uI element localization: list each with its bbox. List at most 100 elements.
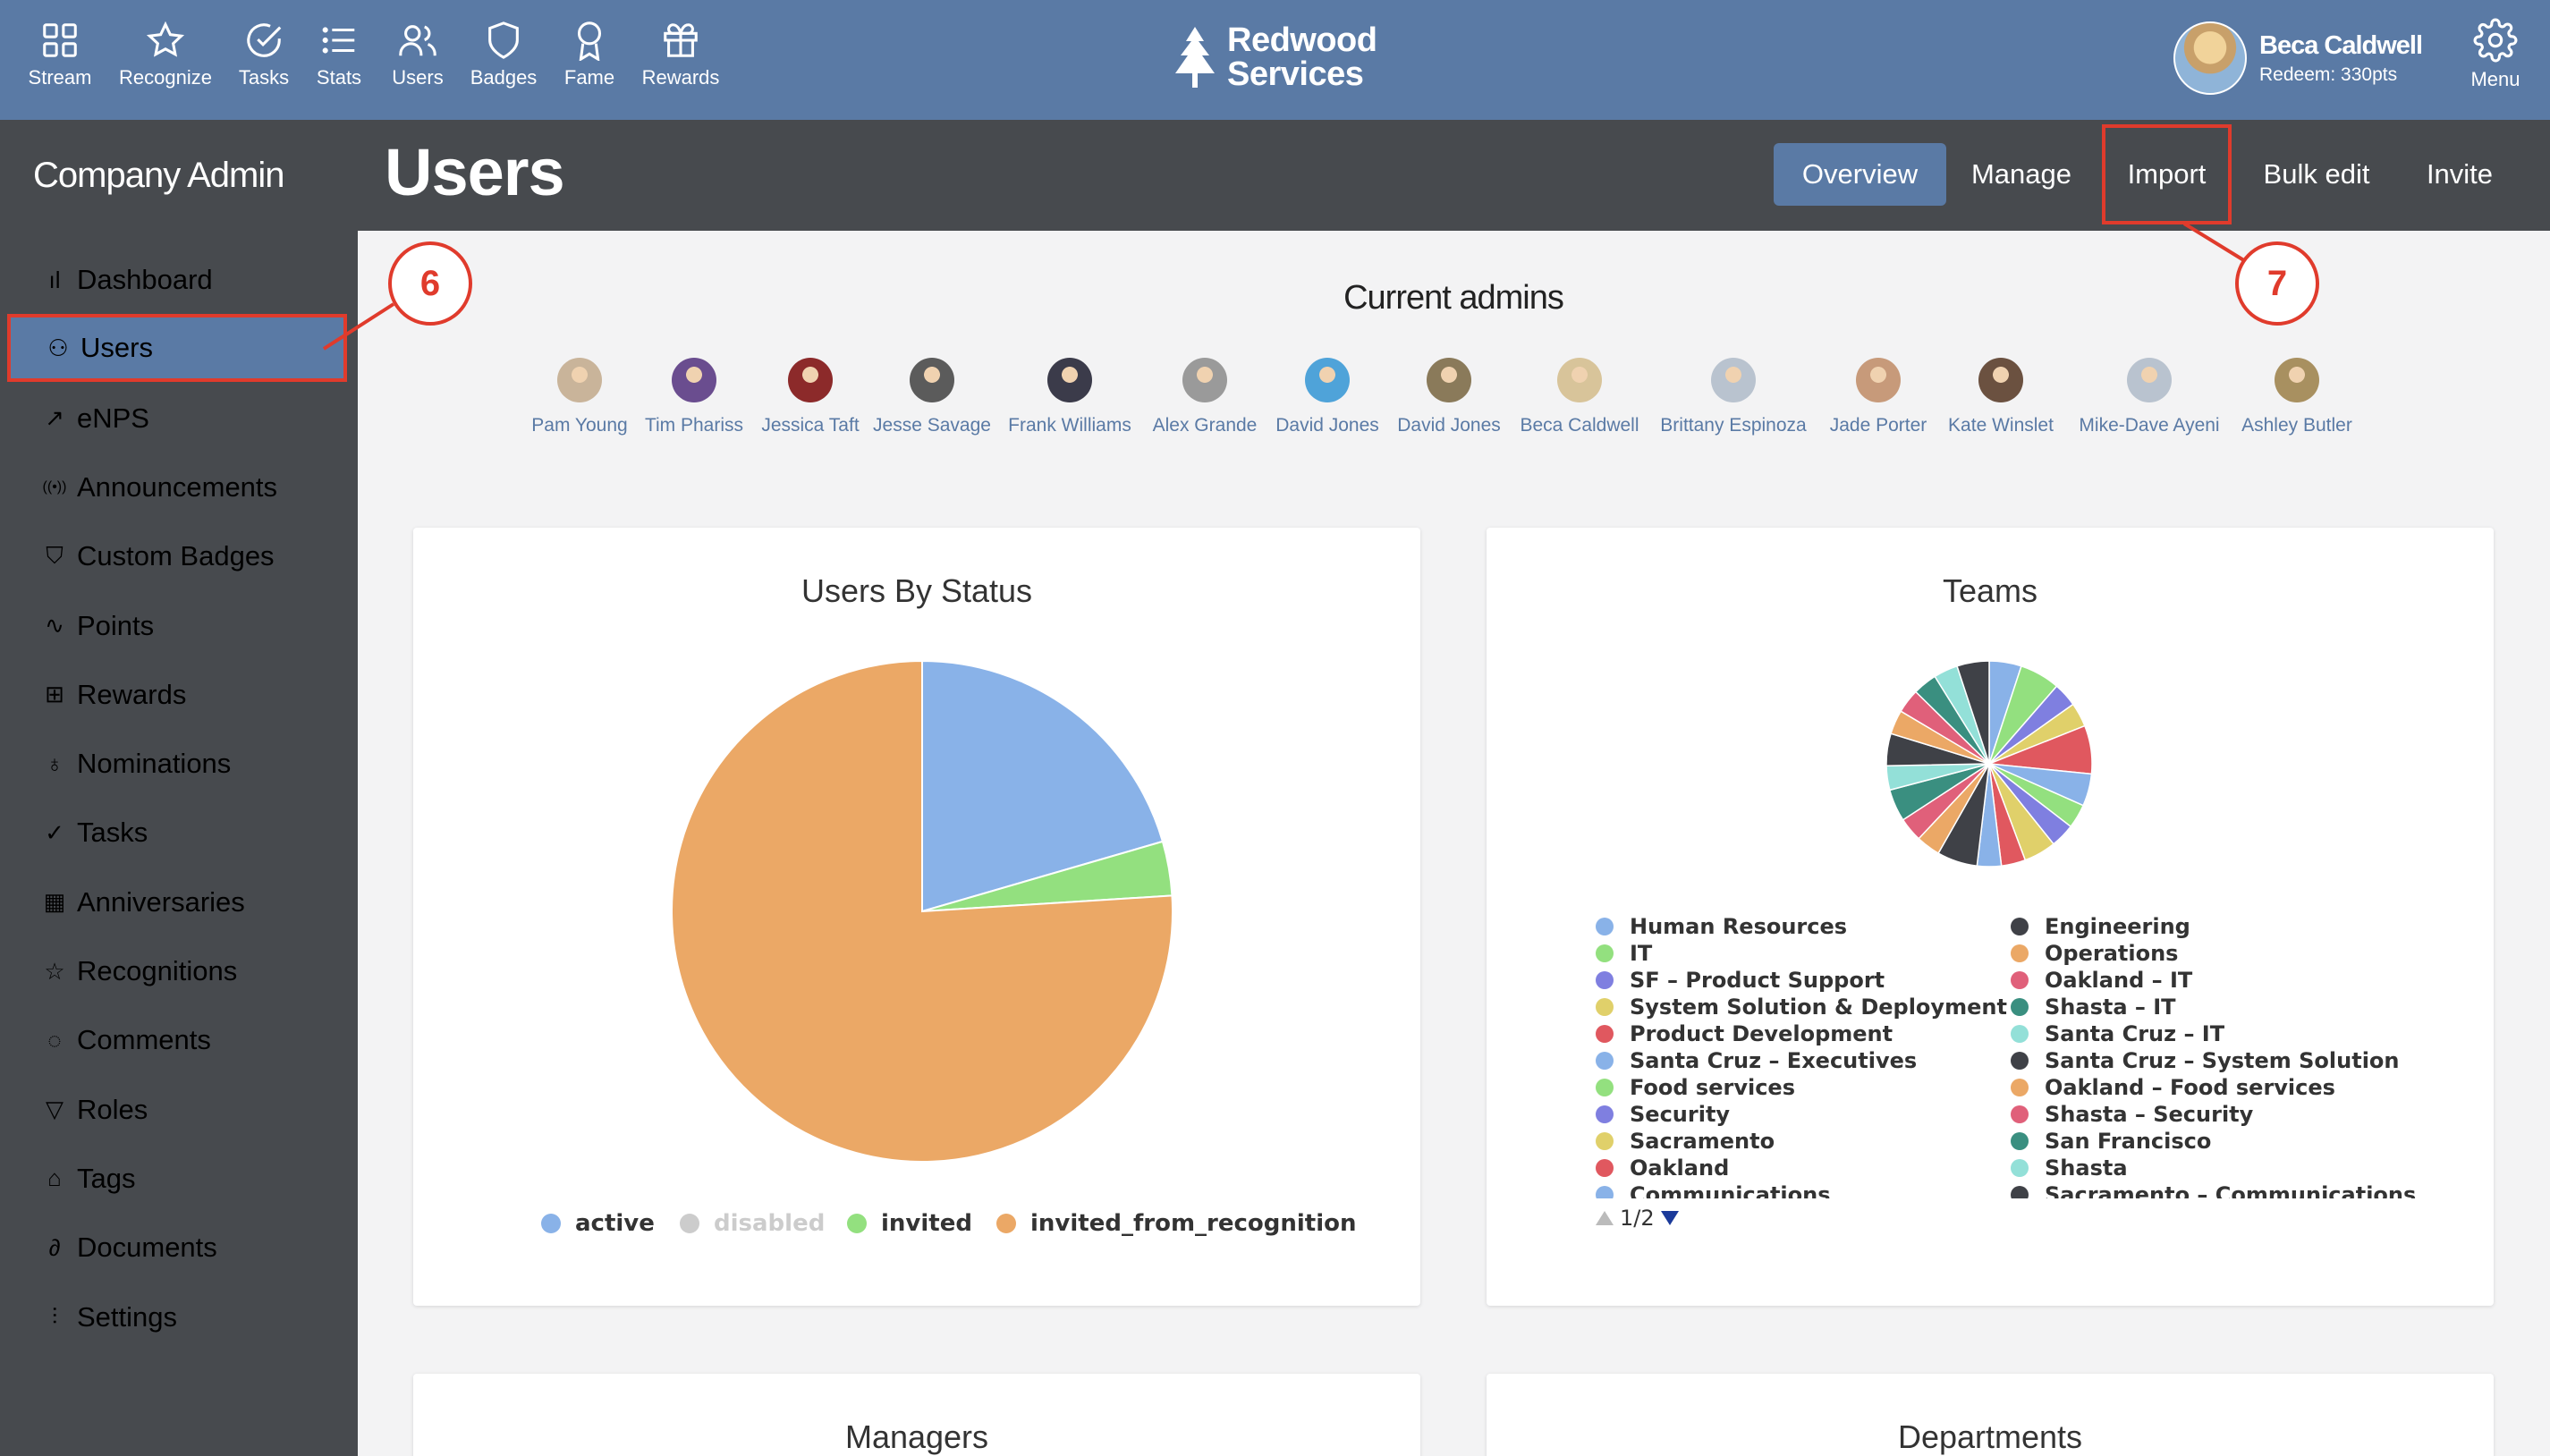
status-legend-disabled[interactable]: disabled [680,1210,825,1237]
menu-button[interactable]: Menu [2451,18,2540,91]
admin-alex-grande[interactable]: Alex Grande [1129,358,1281,436]
sidebar-item-enps[interactable]: ↗ eNPS [7,387,347,450]
admin-david-jones[interactable]: David Jones [1373,358,1525,436]
admin-name: David Jones [1275,415,1379,436]
status-legend-invited[interactable]: invited [847,1210,972,1237]
admin-jade-porter[interactable]: Jade Porter [1802,358,1954,436]
legend-dot [847,1214,867,1233]
teams-legend-product-development[interactable]: Product Development [1596,1021,1893,1046]
admin-brittany-espinoza[interactable]: Brittany Espinoza [1657,358,1809,436]
teams-legend-santa-cruz-system-solution[interactable]: Santa Cruz – System Solution [2011,1048,2400,1073]
nav-rewards[interactable]: Rewards [631,20,730,89]
teams-legend-sacramento-communications[interactable]: Sacramento – Communications [2011,1182,2416,1198]
nav-users[interactable]: Users [369,20,467,89]
bar-chart-icon: ıl [48,266,61,293]
teams-legend-sacramento[interactable]: Sacramento [1596,1129,1775,1154]
pager-up-icon[interactable] [1595,1209,1614,1227]
sidebar-item-settings[interactable]: ⫶ Settings [7,1286,347,1349]
teams-legend-shasta-it[interactable]: Shasta – IT [2011,995,2176,1020]
sidebar-item-dashboard[interactable]: ıl Dashboard [7,249,347,311]
callout-7: 7 [2235,241,2319,326]
sliders-icon: ⫶ [51,1302,58,1330]
paperclip-icon: ∂ [48,1233,61,1261]
teams-legend-santa-cruz-it[interactable]: Santa Cruz – IT [2011,1021,2224,1046]
sidebar-item-tags[interactable]: ⌂ Tags [7,1147,347,1210]
admin-tim-phariss[interactable]: Tim Phariss [618,358,770,436]
teams-legend-santa-cruz-executives[interactable]: Santa Cruz – Executives [1596,1048,1917,1073]
teams-legend-oakland-it[interactable]: Oakland – IT [2011,968,2192,993]
avatar [1856,358,1901,402]
brand-logo[interactable]: Redwood Services [1172,23,1377,91]
status-slice-invited-from-recognition[interactable] [671,659,1173,1163]
teams-legend-oakland-food-services[interactable]: Oakland – Food services [2011,1075,2335,1100]
admin-name: Brittany Espinoza [1660,415,1807,436]
user-profile[interactable]: Beca Caldwell Redeem: 330pts [2173,21,2423,95]
teams-legend-shasta-security[interactable]: Shasta – Security [2011,1102,2253,1127]
teams-legend-operations[interactable]: Operations [2011,941,2178,966]
teams-legend-system-solution-deployment[interactable]: System Solution & Deployment [1596,995,2007,1020]
teams-legend-security[interactable]: Security [1596,1102,1730,1127]
teams-legend-engineering[interactable]: Engineering [2011,914,2190,939]
nav-stream[interactable]: Stream [11,20,109,89]
admin-kate-winslet[interactable]: Kate Winslet [1925,358,2077,436]
teams-legend-human-resources[interactable]: Human Resources [1596,914,1847,939]
nav-tasks[interactable]: Tasks [215,20,313,89]
admin-david-jones[interactable]: David Jones [1251,358,1403,436]
admin-frank-williams[interactable]: Frank Williams [994,358,1146,436]
legend-label: Shasta [2045,1155,2128,1181]
profile-name: Beca Caldwell [2259,30,2423,60]
sidebar-item-points[interactable]: ∿ Points [7,595,347,657]
sidebar-item-roles[interactable]: ▽ Roles [7,1079,347,1141]
status-legend-invited-from-recognition[interactable]: invited_from_recognition [996,1210,1357,1237]
admin-pam-young[interactable]: Pam Young [504,358,656,436]
sidebar-item-announcements[interactable]: ((•)) Announcements [7,456,347,519]
sidebar-item-users[interactable]: ⚇ Users [7,314,347,383]
tab-import[interactable]: Import [2102,124,2232,224]
admin-jesse-savage[interactable]: Jesse Savage [856,358,1008,436]
legend-dot [2011,1105,2029,1123]
teams-legend-it[interactable]: IT [1596,941,1652,966]
admin-beca-caldwell[interactable]: Beca Caldwell [1504,358,1656,436]
nav-stats[interactable]: Stats [290,20,388,89]
teams-legend-communications[interactable]: Communications [1596,1182,1831,1198]
legend-label: IT [1630,941,1653,966]
legend-label: Santa Cruz – IT [2045,1021,2225,1046]
sidebar-item-anniversaries[interactable]: ▦ Anniversaries [7,871,347,934]
admin-ashley-butler[interactable]: Ashley Butler [2221,358,2373,436]
teams-card: Teams [1487,528,2494,1306]
nav-recognize[interactable]: Recognize [116,20,215,89]
sidebar-item-label: Settings [77,1300,178,1333]
admin-mike-dave-ayeni[interactable]: Mike-Dave Ayeni [2073,358,2225,436]
teams-legend-sf-product-support[interactable]: SF – Product Support [1596,968,1885,993]
admin-jessica-taft[interactable]: Jessica Taft [734,358,886,436]
sidebar-item-rewards[interactable]: ⊞ Rewards [7,664,347,726]
avatar [1182,358,1227,402]
teams-legend: Human Resources IT SF – Product Support Sys… [1592,914,2433,1198]
sidebar-item-nominations[interactable]: ♁ Nominations [7,732,347,795]
teams-legend-oakland[interactable]: Oakland [1596,1155,1729,1181]
sidebar-item-documents[interactable]: ∂ Documents [7,1216,347,1279]
page-header [358,120,2550,231]
nav-fame[interactable]: Fame [540,20,639,89]
teams-legend-shasta[interactable]: Shasta [2011,1155,2128,1181]
status-slice-active[interactable] [921,659,1165,913]
sidebar-item-recognitions[interactable]: ☆ Recognitions [7,940,347,1003]
teams-legend-san-francisco[interactable]: San Francisco [2011,1129,2211,1154]
pager-down-icon[interactable] [1660,1209,1680,1227]
sidebar-item-tasks[interactable]: ✓ Tasks [7,801,347,864]
status-legend-active[interactable]: active [541,1210,655,1237]
calendar-icon: ▦ [43,888,66,916]
tab-bulk-edit[interactable]: Bulk edit [2263,158,2370,190]
tree-icon [1175,27,1215,88]
tab-invite[interactable]: Invite [2426,158,2494,190]
nav-badges[interactable]: Badges [454,20,553,89]
admin-name: Jesse Savage [873,415,991,436]
teams-slice-sacramento-communications[interactable] [1956,660,1990,765]
tab-manage[interactable]: Manage [1970,158,2072,190]
sidebar-item-label: Anniversaries [77,885,245,918]
tab-overview[interactable]: Overview [1774,143,1946,206]
sidebar-item-comments[interactable]: ◌ Comments [7,1009,347,1071]
teams-legend-food-services[interactable]: Food services [1596,1075,1795,1100]
sidebar-item-custom-badges[interactable]: ⛉ Custom Badges [7,525,347,588]
sidebar-item-label: Announcements [77,470,278,503]
